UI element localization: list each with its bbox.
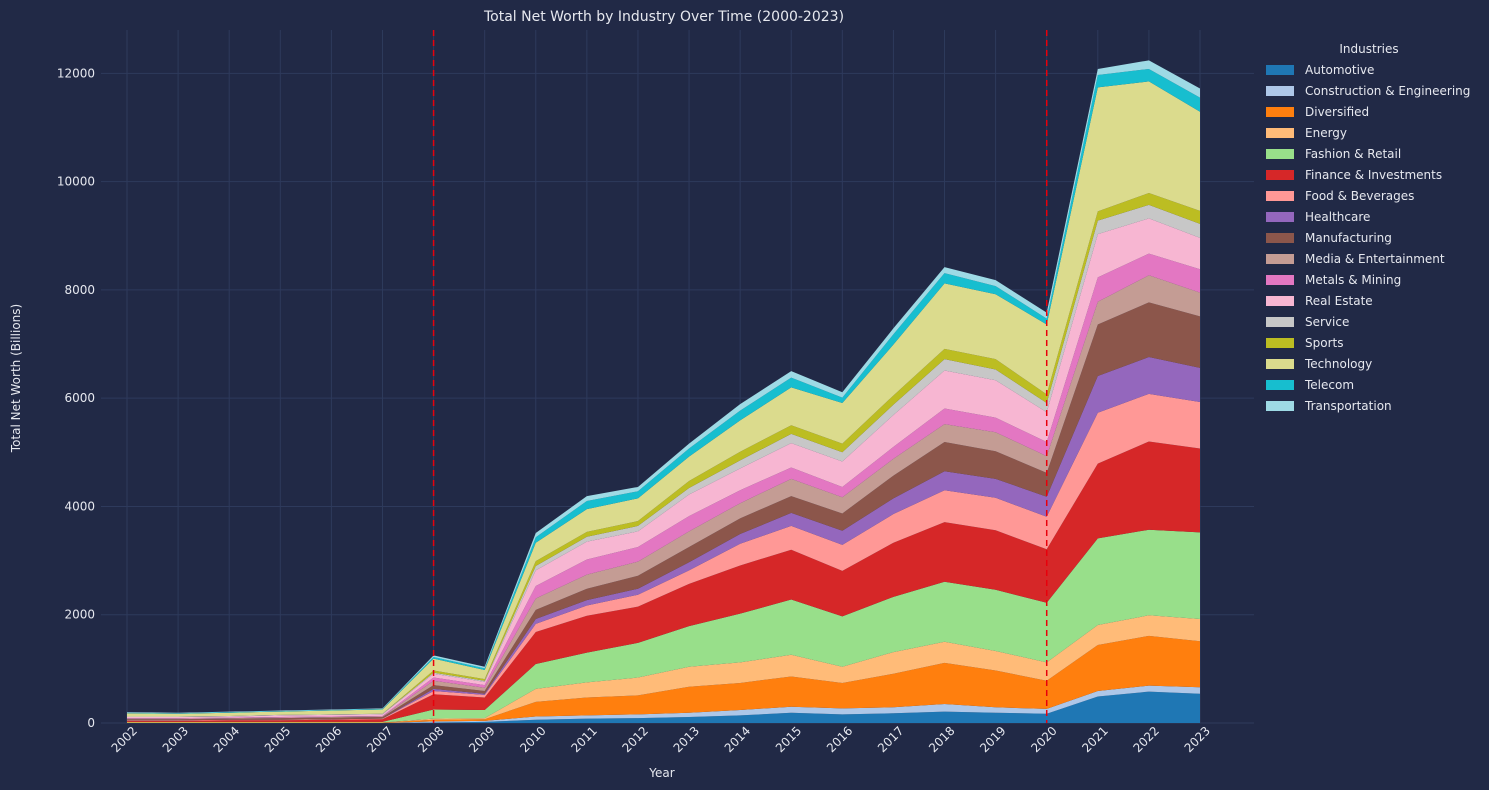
legend-swatch-2 — [1266, 107, 1294, 117]
legend-swatch-8 — [1266, 233, 1294, 243]
area-series-10 — [127, 253, 1200, 719]
reference-lines — [432, 30, 1048, 723]
legend-label-6: Food & Beverages — [1305, 189, 1414, 203]
area-layer — [127, 60, 1200, 723]
legend-swatch-13 — [1266, 338, 1294, 348]
legend-label-9: Media & Entertainment — [1305, 252, 1445, 266]
legend-swatch-1 — [1266, 86, 1294, 96]
legend-label-7: Healthcare — [1305, 210, 1370, 224]
y-tick-label-6: 12000 — [57, 66, 95, 80]
x-tick-label-16: 2018 — [926, 724, 957, 755]
x-tick-label-18: 2020 — [1028, 724, 1059, 755]
x-tick-label-0: 2002 — [109, 724, 140, 755]
area-series-7 — [127, 357, 1200, 721]
x-tick-label-17: 2019 — [977, 724, 1008, 755]
x-tick-label-3: 2005 — [262, 724, 293, 755]
legend-label-16: Transportation — [1304, 399, 1392, 413]
x-tick-label-9: 2011 — [568, 724, 599, 755]
area-series-2 — [127, 635, 1200, 723]
legend-swatch-9 — [1266, 254, 1294, 264]
area-series-1 — [127, 685, 1200, 723]
legend-label-0: Automotive — [1305, 63, 1374, 77]
y-tick-label-5: 10000 — [57, 175, 95, 189]
area-series-0 — [127, 691, 1200, 723]
legend-swatch-0 — [1266, 65, 1294, 75]
x-tick-label-10: 2012 — [620, 724, 651, 755]
legend-swatch-5 — [1266, 170, 1294, 180]
x-tick-label-19: 2021 — [1079, 724, 1110, 755]
legend-swatch-11 — [1266, 296, 1294, 306]
x-tick-label-12: 2014 — [722, 724, 753, 755]
x-axis-ticks: 2002 2003 2004 2005 2006 2007 2008 2009 2010 2011… — [109, 724, 1213, 755]
legend-label-3: Energy — [1305, 126, 1347, 140]
area-series-3 — [127, 615, 1200, 723]
legend-swatch-12 — [1266, 317, 1294, 327]
area-series-4 — [127, 529, 1200, 723]
legend-label-4: Fashion & Retail — [1305, 147, 1401, 161]
x-tick-label-2: 2004 — [211, 724, 242, 755]
legend-label-1: Construction & Engineering — [1305, 84, 1470, 98]
legend-label-5: Finance & Investments — [1305, 168, 1442, 182]
y-tick-label-1: 2000 — [64, 608, 95, 622]
x-tick-label-14: 2016 — [824, 724, 855, 755]
x-tick-label-21: 2023 — [1182, 724, 1213, 755]
legend-label-8: Manufacturing — [1305, 231, 1392, 245]
legend-swatch-7 — [1266, 212, 1294, 222]
x-tick-label-15: 2017 — [875, 724, 906, 755]
x-tick-label-7: 2009 — [466, 724, 497, 755]
area-series-9 — [127, 275, 1200, 720]
legend-label-15: Telecom — [1304, 378, 1354, 392]
y-tick-label-0: 0 — [87, 716, 95, 730]
x-tick-label-5: 2007 — [364, 724, 395, 755]
y-tick-label-4: 8000 — [64, 283, 95, 297]
legend-swatch-3 — [1266, 128, 1294, 138]
legend: Industries Automotive Construction & Engi… — [1266, 42, 1470, 413]
chart-title: Total Net Worth by Industry Over Time (2… — [483, 9, 844, 25]
legend-label-13: Sports — [1305, 336, 1343, 350]
legend-label-10: Metals & Mining — [1305, 273, 1401, 287]
legend-swatch-14 — [1266, 359, 1294, 369]
area-series-5 — [127, 441, 1200, 722]
x-tick-label-8: 2010 — [517, 724, 548, 755]
legend-title: Industries — [1339, 42, 1398, 56]
legend-swatch-4 — [1266, 149, 1294, 159]
legend-swatch-10 — [1266, 275, 1294, 285]
y-axis-label: Total Net Worth (Billions) — [9, 304, 23, 453]
x-tick-label-4: 2006 — [313, 724, 344, 755]
x-tick-label-11: 2013 — [671, 724, 702, 755]
area-series-14 — [127, 81, 1200, 717]
x-tick-label-1: 2003 — [160, 724, 191, 755]
legend-swatch-15 — [1266, 380, 1294, 390]
x-tick-label-13: 2015 — [773, 724, 804, 755]
y-tick-label-2: 4000 — [64, 499, 95, 513]
y-axis-ticks: 0 2000 4000 6000 8000 10000 12000 — [57, 66, 95, 730]
legend-label-12: Service — [1305, 315, 1349, 329]
x-axis-label: Year — [648, 766, 674, 780]
legend-swatch-16 — [1266, 401, 1294, 411]
x-tick-label-6: 2008 — [415, 724, 446, 755]
legend-label-14: Technology — [1304, 357, 1372, 371]
legend-swatch-6 — [1266, 191, 1294, 201]
x-tick-label-20: 2022 — [1130, 724, 1161, 755]
legend-label-2: Diversified — [1305, 105, 1369, 119]
area-series-6 — [127, 393, 1200, 721]
area-series-11 — [127, 218, 1200, 719]
area-series-8 — [127, 302, 1200, 721]
legend-label-11: Real Estate — [1305, 294, 1373, 308]
y-tick-label-3: 6000 — [64, 391, 95, 405]
